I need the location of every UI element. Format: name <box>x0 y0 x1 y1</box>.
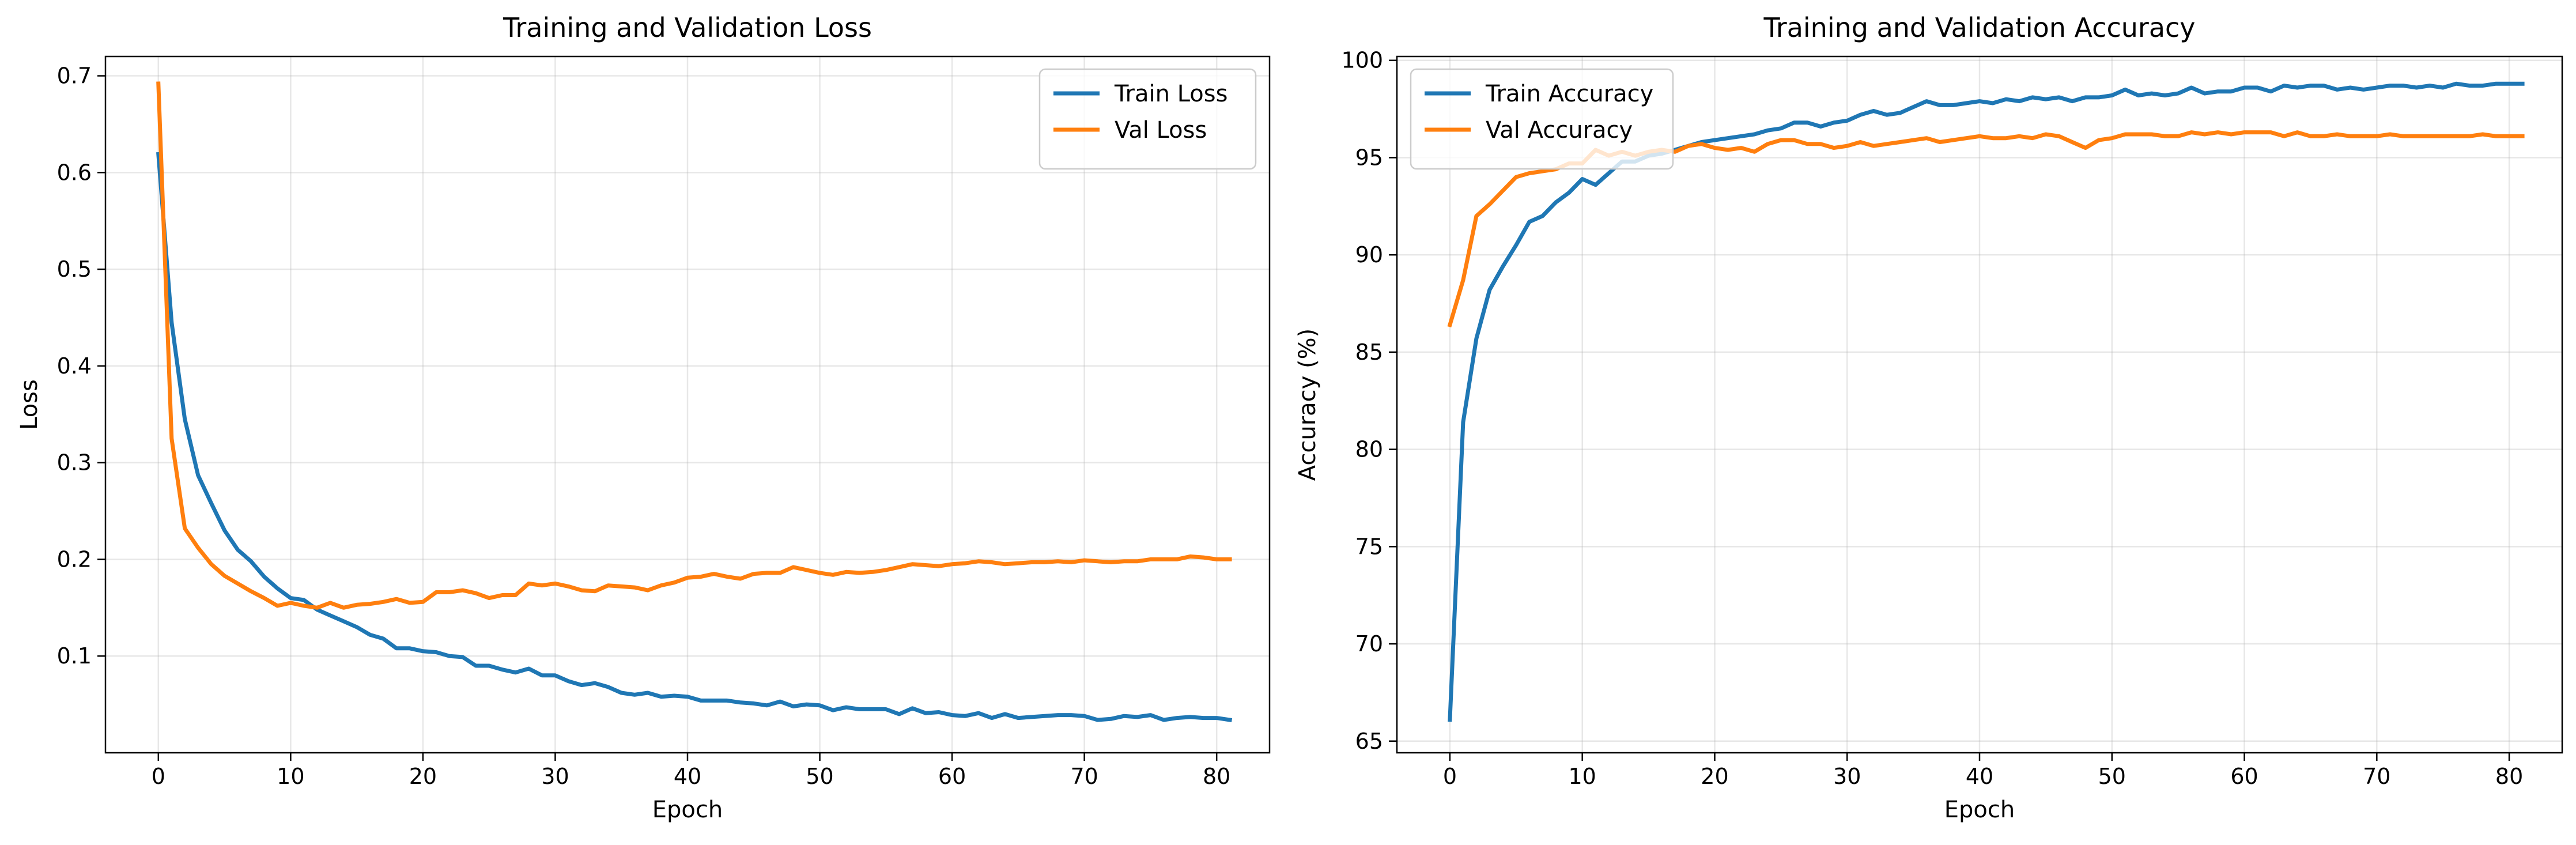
loss-y-tick-label-2: 0.3 <box>57 450 92 476</box>
loss-y-tick-label-5: 0.6 <box>57 160 92 185</box>
accuracy-x-tick-label-2: 20 <box>1701 764 1728 789</box>
loss-x-tick-label-8: 80 <box>1203 764 1230 789</box>
accuracy-legend-label-1: Val Accuracy <box>1486 117 1633 144</box>
accuracy-y-tick-label-7: 100 <box>1341 48 1383 73</box>
accuracy-chart-title: Training and Validation Accuracy <box>1763 12 2195 43</box>
loss-y-tick-label-3: 0.4 <box>57 353 92 379</box>
loss-y-tick-label-6: 0.7 <box>57 63 92 89</box>
accuracy-legend: Train Accuracy Val Accuracy <box>1410 68 1674 170</box>
accuracy-y-tick-label-5: 90 <box>1355 242 1383 267</box>
accuracy-x-tick-label-1: 10 <box>1569 764 1596 789</box>
loss-y-tick-label-1: 0.2 <box>57 546 92 572</box>
accuracy-y-tick-label-1: 70 <box>1355 631 1383 657</box>
loss-x-tick-label-2: 20 <box>409 764 437 789</box>
accuracy-x-tick-label-0: 0 <box>1443 764 1457 789</box>
accuracy-y-tick-label-2: 75 <box>1355 534 1383 559</box>
loss-x-axis-label: Epoch <box>652 797 723 823</box>
accuracy-x-tick-label-6: 60 <box>2230 764 2258 789</box>
loss-legend-label-0: Train Loss <box>1114 81 1227 107</box>
accuracy-x-tick-label-4: 40 <box>1966 764 1993 789</box>
accuracy-chart: 0 10 20 30 40 50 60 70 80 65 70 75 80 85 90 95 100 Traini… <box>1294 12 2563 823</box>
loss-x-tick-label-6: 60 <box>938 764 966 789</box>
accuracy-y-tick-label-6: 95 <box>1355 145 1383 170</box>
accuracy-legend-label-0: Train Accuracy <box>1485 81 1653 107</box>
accuracy-y-tick-label-0: 65 <box>1355 729 1383 754</box>
accuracy-x-axis-label: Epoch <box>1944 797 2015 823</box>
loss-legend-label-1: Val Loss <box>1115 117 1207 144</box>
loss-x-tick-label-1: 10 <box>277 764 304 789</box>
loss-chart: 0 10 20 30 40 50 60 70 80 0.1 0.2 0.3 0.4 0.5 0.6 0.7 Tr… <box>16 12 1271 823</box>
loss-series-line-1 <box>156 81 1232 610</box>
loss-x-tick-label-3: 30 <box>541 764 569 789</box>
loss-y-axis-label: Loss <box>16 379 43 430</box>
accuracy-x-tick-label-3: 30 <box>1833 764 1861 789</box>
loss-chart-title: Training and Validation Loss <box>503 12 872 43</box>
accuracy-y-tick-label-4: 85 <box>1355 339 1383 365</box>
loss-x-tick-label-4: 40 <box>674 764 701 789</box>
loss-x-tick-label-5: 50 <box>806 764 833 789</box>
accuracy-y-tick-label-3: 80 <box>1355 437 1383 462</box>
accuracy-x-tick-label-5: 50 <box>2098 764 2126 789</box>
loss-legend: Train Loss Val Loss <box>1038 68 1257 170</box>
accuracy-x-tick-label-7: 70 <box>2363 764 2390 789</box>
loss-x-tick-label-7: 70 <box>1070 764 1098 789</box>
loss-y-tick-label-4: 0.5 <box>57 256 92 282</box>
accuracy-y-axis-label: Accuracy (%) <box>1294 329 1321 481</box>
loss-y-tick-label-0: 0.1 <box>57 643 92 669</box>
loss-x-tick-label-0: 0 <box>152 764 165 789</box>
accuracy-x-tick-label-8: 80 <box>2495 764 2523 789</box>
accuracy-legend-box <box>1410 68 1674 170</box>
loss-series-line-0 <box>156 152 1233 722</box>
